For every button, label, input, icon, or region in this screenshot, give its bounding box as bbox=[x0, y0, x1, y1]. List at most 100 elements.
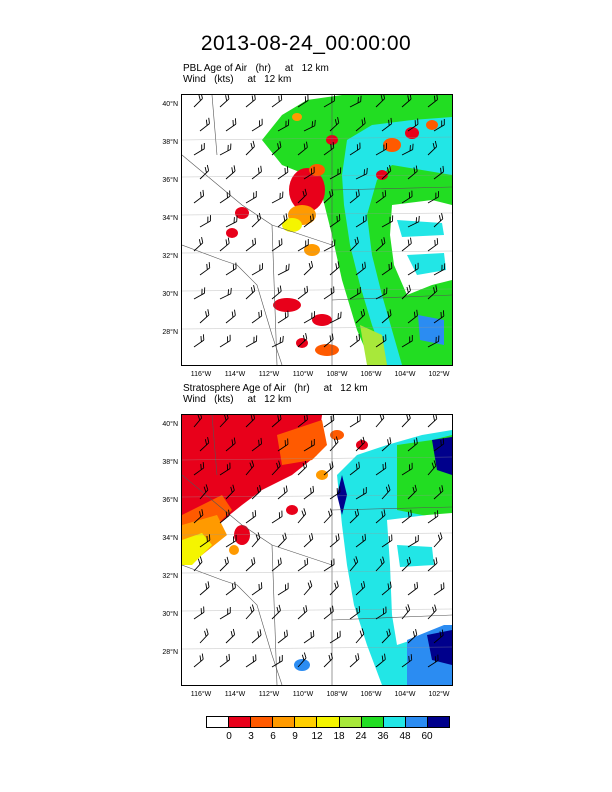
wind-barb bbox=[427, 285, 438, 300]
wind-barb bbox=[323, 461, 334, 476]
wind-barb bbox=[355, 117, 366, 132]
wind-barb bbox=[193, 606, 205, 620]
wind-barb bbox=[245, 557, 256, 572]
wind-barb bbox=[277, 310, 289, 324]
wind-barb bbox=[355, 628, 365, 644]
wind-barb bbox=[271, 510, 283, 524]
wind-barb bbox=[329, 580, 339, 596]
wind-barb bbox=[401, 334, 413, 348]
wind-barb bbox=[219, 334, 231, 348]
wind-barb bbox=[193, 142, 205, 156]
wind-barb bbox=[303, 630, 315, 644]
wind-barb bbox=[277, 629, 288, 644]
lat-label: 28°N bbox=[162, 329, 178, 336]
wind-barb bbox=[271, 654, 283, 668]
wind-barb bbox=[349, 556, 359, 572]
wind-barb bbox=[199, 117, 210, 132]
wind-barb bbox=[381, 534, 393, 548]
wind-barb bbox=[401, 143, 414, 156]
wind-barb bbox=[277, 166, 289, 180]
wind-barb bbox=[277, 485, 288, 500]
wind-barb bbox=[375, 415, 385, 428]
lon-label: 114°W bbox=[224, 691, 246, 698]
wind-barb bbox=[323, 142, 335, 156]
lon-label: 114°W bbox=[224, 371, 246, 378]
wind-barb bbox=[251, 165, 262, 180]
wind-barb bbox=[193, 334, 205, 348]
colorbar-label: 48 bbox=[399, 731, 411, 742]
panel2-wind-title: Wind (kts) at 12 km bbox=[183, 394, 292, 405]
wind-barb bbox=[407, 262, 419, 276]
wind-barb bbox=[427, 460, 437, 476]
wind-barb bbox=[271, 604, 281, 620]
lat-label: 38°N bbox=[162, 459, 178, 466]
wind-barb bbox=[297, 333, 308, 348]
wind-barb bbox=[433, 438, 445, 452]
wind-barb bbox=[375, 556, 385, 572]
colorbar-label: 60 bbox=[421, 731, 433, 742]
wind-barb bbox=[407, 484, 417, 500]
wind-barb bbox=[323, 605, 334, 620]
wind-barb bbox=[251, 437, 263, 452]
wind-barb bbox=[199, 581, 210, 596]
wind-barb bbox=[329, 167, 342, 180]
wind-barb bbox=[323, 415, 335, 428]
wind-barb bbox=[433, 485, 444, 500]
colorbar-swatch bbox=[317, 717, 340, 727]
wind-barb bbox=[219, 415, 229, 428]
wind-barb bbox=[349, 95, 362, 108]
wind-barb bbox=[329, 533, 340, 548]
wind-barb bbox=[349, 606, 361, 620]
wind-barb bbox=[375, 509, 386, 524]
wind-barb bbox=[225, 534, 237, 548]
wind-barb bbox=[349, 286, 361, 300]
colorbar-swatch bbox=[295, 717, 318, 727]
wind-barb bbox=[245, 510, 257, 524]
wind-barb bbox=[303, 311, 315, 324]
wind-barb bbox=[271, 141, 282, 156]
wind-barb bbox=[297, 652, 307, 668]
wind-barb bbox=[271, 415, 282, 428]
wind-barb bbox=[381, 484, 391, 500]
wind-barb bbox=[219, 287, 232, 300]
wind-barb bbox=[225, 484, 235, 500]
wind-barb bbox=[277, 213, 288, 228]
wind-barb bbox=[199, 437, 210, 452]
wind-barb bbox=[381, 262, 393, 276]
wind-barb bbox=[407, 581, 419, 596]
wind-barb bbox=[401, 415, 411, 428]
wind-barb bbox=[297, 95, 309, 108]
colorbar-label: 0 bbox=[226, 731, 232, 742]
wind-barb bbox=[219, 653, 231, 668]
wind-barb bbox=[303, 260, 314, 276]
wind-barb bbox=[219, 556, 229, 572]
wind-barb bbox=[433, 629, 444, 644]
colorbar-swatch bbox=[273, 717, 296, 727]
wind-barb bbox=[349, 461, 360, 476]
wind-barb bbox=[375, 190, 387, 204]
wind-barb bbox=[245, 604, 255, 620]
wind-barb bbox=[323, 508, 333, 524]
wind-barb bbox=[355, 261, 366, 276]
colorbar-label: 36 bbox=[377, 731, 389, 742]
colorbar-swatch bbox=[207, 717, 230, 727]
wind-barb bbox=[433, 582, 445, 596]
lat-label: 38°N bbox=[162, 139, 178, 146]
wind-barb bbox=[427, 415, 438, 428]
lat-label: 32°N bbox=[162, 573, 178, 580]
wind-barb bbox=[349, 415, 361, 428]
lon-label: 104°W bbox=[394, 691, 416, 698]
wind-barb bbox=[427, 238, 439, 252]
wind-barb bbox=[219, 462, 231, 476]
wind-barb bbox=[407, 437, 418, 452]
wind-barb bbox=[323, 286, 335, 300]
stratosphere-age-map bbox=[181, 414, 453, 686]
wind-barb bbox=[193, 287, 206, 300]
wind-barb bbox=[355, 581, 366, 596]
wind-barb bbox=[381, 309, 392, 324]
wind-barb bbox=[199, 628, 209, 644]
wind-barb bbox=[407, 118, 419, 132]
wind-barb bbox=[323, 95, 335, 108]
wind-barb bbox=[271, 238, 283, 252]
wind-barb bbox=[271, 191, 284, 204]
